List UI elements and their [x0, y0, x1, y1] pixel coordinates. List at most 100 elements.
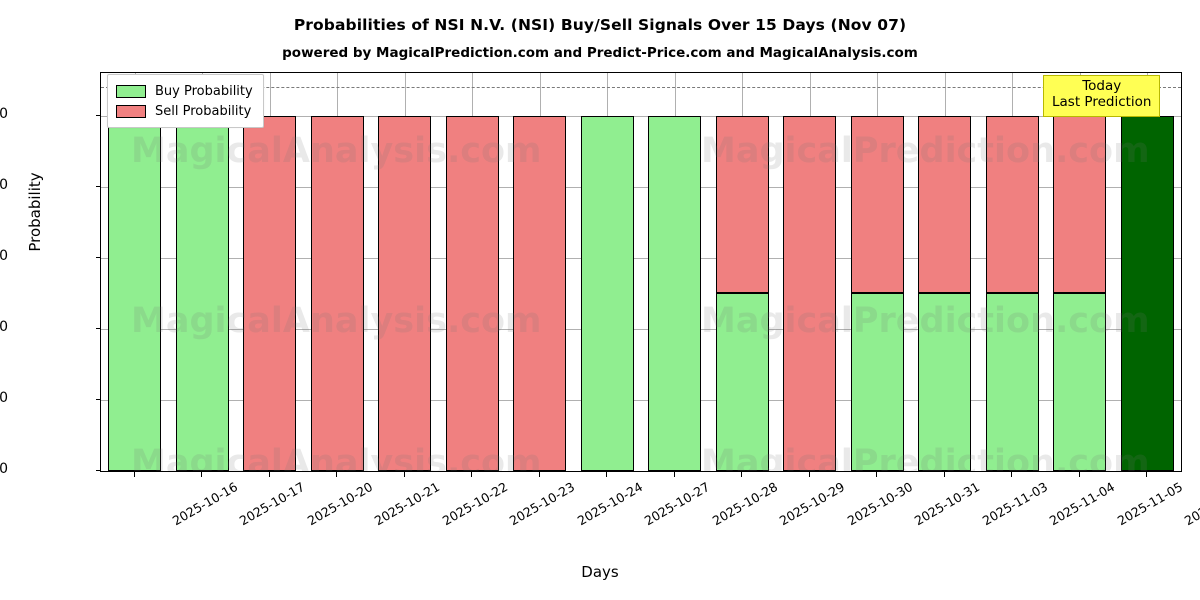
x-axis-tick-mark: [471, 472, 472, 477]
x-axis-tick-label: 2025-10-22: [439, 479, 510, 529]
legend-item-sell[interactable]: Sell Probability: [116, 101, 253, 121]
x-axis-tick-label: 2025-10-23: [506, 479, 578, 529]
bar-segment-sell[interactable]: [243, 115, 296, 471]
bar-segment-sell[interactable]: [783, 115, 836, 471]
x-axis-tick-label: 2025-11-03: [979, 479, 1050, 529]
x-axis-tick-mark: [201, 472, 202, 477]
y-axis-tick-label: 80: [0, 176, 8, 193]
bar-segment-buy[interactable]: [648, 115, 701, 471]
bar-group[interactable]: [918, 73, 971, 471]
legend-item-buy[interactable]: Buy Probability: [116, 81, 253, 101]
gridline-horizontal: [101, 471, 1181, 472]
y-axis-tick-label: 20: [0, 389, 8, 406]
plot-area: MagicalAnalysis.comMagicalPrediction.com…: [100, 72, 1182, 472]
x-axis-tick-label: 2025-10-24: [574, 479, 645, 529]
y-axis-tick-label: 0: [0, 461, 8, 477]
x-axis-tick-label: 2025-10-16: [169, 479, 240, 529]
y-axis-tick-mark: [96, 398, 100, 400]
x-axis-tick-label: 2025-10-20: [304, 479, 375, 529]
y-axis-tick-mark: [96, 327, 100, 329]
bar-group[interactable]: [851, 73, 904, 471]
x-axis-tick-label: 2025-11-06: [1181, 479, 1200, 529]
today-annotation-line2: Last Prediction: [1052, 93, 1152, 110]
x-axis-tick-mark: [404, 472, 405, 477]
bar-group[interactable]: [176, 73, 229, 471]
y-axis-tick-label: 60: [0, 247, 8, 264]
bar-segment-sell[interactable]: [513, 115, 566, 471]
x-axis-tick-mark: [1079, 472, 1080, 477]
legend-swatch-buy: [116, 84, 146, 98]
legend-label-sell: Sell Probability: [155, 103, 252, 119]
bar-segment-sell[interactable]: [1053, 115, 1106, 294]
gridline-horizontal: [101, 328, 1181, 330]
bar-group[interactable]: [311, 73, 364, 471]
legend-label-buy: Buy Probability: [155, 83, 253, 99]
x-axis-tick-mark: [944, 472, 945, 477]
x-axis-tick-label: 2025-10-29: [776, 479, 848, 529]
bar-group[interactable]: [243, 73, 296, 471]
x-axis-tick-mark: [876, 472, 877, 477]
bar-segment-sell[interactable]: [446, 115, 499, 471]
legend: Buy Probability Sell Probability: [107, 74, 264, 128]
bar-segment-buy[interactable]: [176, 115, 229, 471]
x-axis-tick-mark: [336, 472, 337, 477]
bar-segment-today[interactable]: [1121, 115, 1174, 471]
bar-segment-buy[interactable]: [918, 293, 971, 471]
gridline-horizontal: [101, 186, 1181, 188]
x-axis-tick-label: 2025-10-30: [844, 479, 915, 529]
x-axis-tick-mark: [606, 472, 607, 477]
bar-group[interactable]: [513, 73, 566, 471]
bar-group[interactable]: [1053, 73, 1106, 471]
bar-group[interactable]: [581, 73, 634, 471]
legend-swatch-sell: [116, 104, 146, 118]
y-axis-tick-mark: [96, 185, 100, 187]
x-axis-tick-mark: [809, 472, 810, 477]
y-axis-tick-mark: [96, 470, 100, 471]
x-axis-tick-label: 2025-11-04: [1046, 479, 1118, 529]
bar-group[interactable]: [783, 73, 836, 471]
bar-segment-buy[interactable]: [581, 115, 634, 471]
bar-group[interactable]: [108, 73, 161, 471]
bar-group[interactable]: [446, 73, 499, 471]
today-annotation: Today Last Prediction: [1043, 75, 1161, 117]
threshold-dashed-line: [101, 87, 1181, 89]
today-annotation-line1: Today: [1082, 78, 1122, 94]
bar-segment-sell[interactable]: [311, 115, 364, 471]
bar-segment-sell[interactable]: [851, 115, 904, 294]
bar-segment-buy[interactable]: [1053, 293, 1106, 471]
y-axis-label: Probability: [26, 172, 44, 252]
chart-title: Probabilities of NSI N.V. (NSI) Buy/Sell…: [293, 16, 907, 34]
x-axis-tick-label: 2025-10-27: [641, 479, 713, 529]
x-axis-tick-mark: [1146, 472, 1147, 477]
x-axis-tick-label: 2025-10-31: [911, 479, 983, 529]
x-axis-tick-label: 2025-10-28: [709, 479, 780, 529]
bars-layer: [101, 73, 1181, 471]
x-axis-tick-mark: [674, 472, 675, 477]
bar-segment-sell[interactable]: [378, 115, 431, 471]
x-axis-tick-mark: [539, 472, 540, 477]
gridline-horizontal: [101, 399, 1181, 401]
bar-group[interactable]: [716, 73, 769, 471]
bar-segment-buy[interactable]: [851, 293, 904, 471]
x-axis-tick-mark: [1011, 472, 1012, 477]
x-axis-tick-label: 2025-10-17: [236, 479, 308, 529]
gridline-horizontal: [101, 257, 1181, 259]
y-axis-tick-label: 100: [0, 105, 8, 122]
y-axis-tick-mark: [96, 114, 100, 116]
bar-group[interactable]: [648, 73, 701, 471]
bar-segment-buy[interactable]: [108, 115, 161, 471]
x-axis-tick-label: 2025-11-05: [1114, 479, 1185, 529]
bar-segment-sell[interactable]: [986, 115, 1039, 294]
chart-subtitle: powered by MagicalPrediction.com and Pre…: [282, 45, 918, 61]
bar-segment-sell[interactable]: [716, 115, 769, 294]
bar-segment-sell[interactable]: [918, 115, 971, 294]
bar-group[interactable]: [1121, 73, 1174, 471]
bar-segment-buy[interactable]: [716, 293, 769, 471]
y-axis-tick-mark: [96, 256, 100, 258]
gridline-horizontal: [101, 115, 1181, 117]
bar-group[interactable]: [986, 73, 1039, 471]
x-axis-tick-label: 2025-10-21: [371, 479, 443, 529]
x-axis-label: Days: [581, 563, 619, 581]
bar-segment-buy[interactable]: [986, 293, 1039, 471]
bar-group[interactable]: [378, 73, 431, 471]
